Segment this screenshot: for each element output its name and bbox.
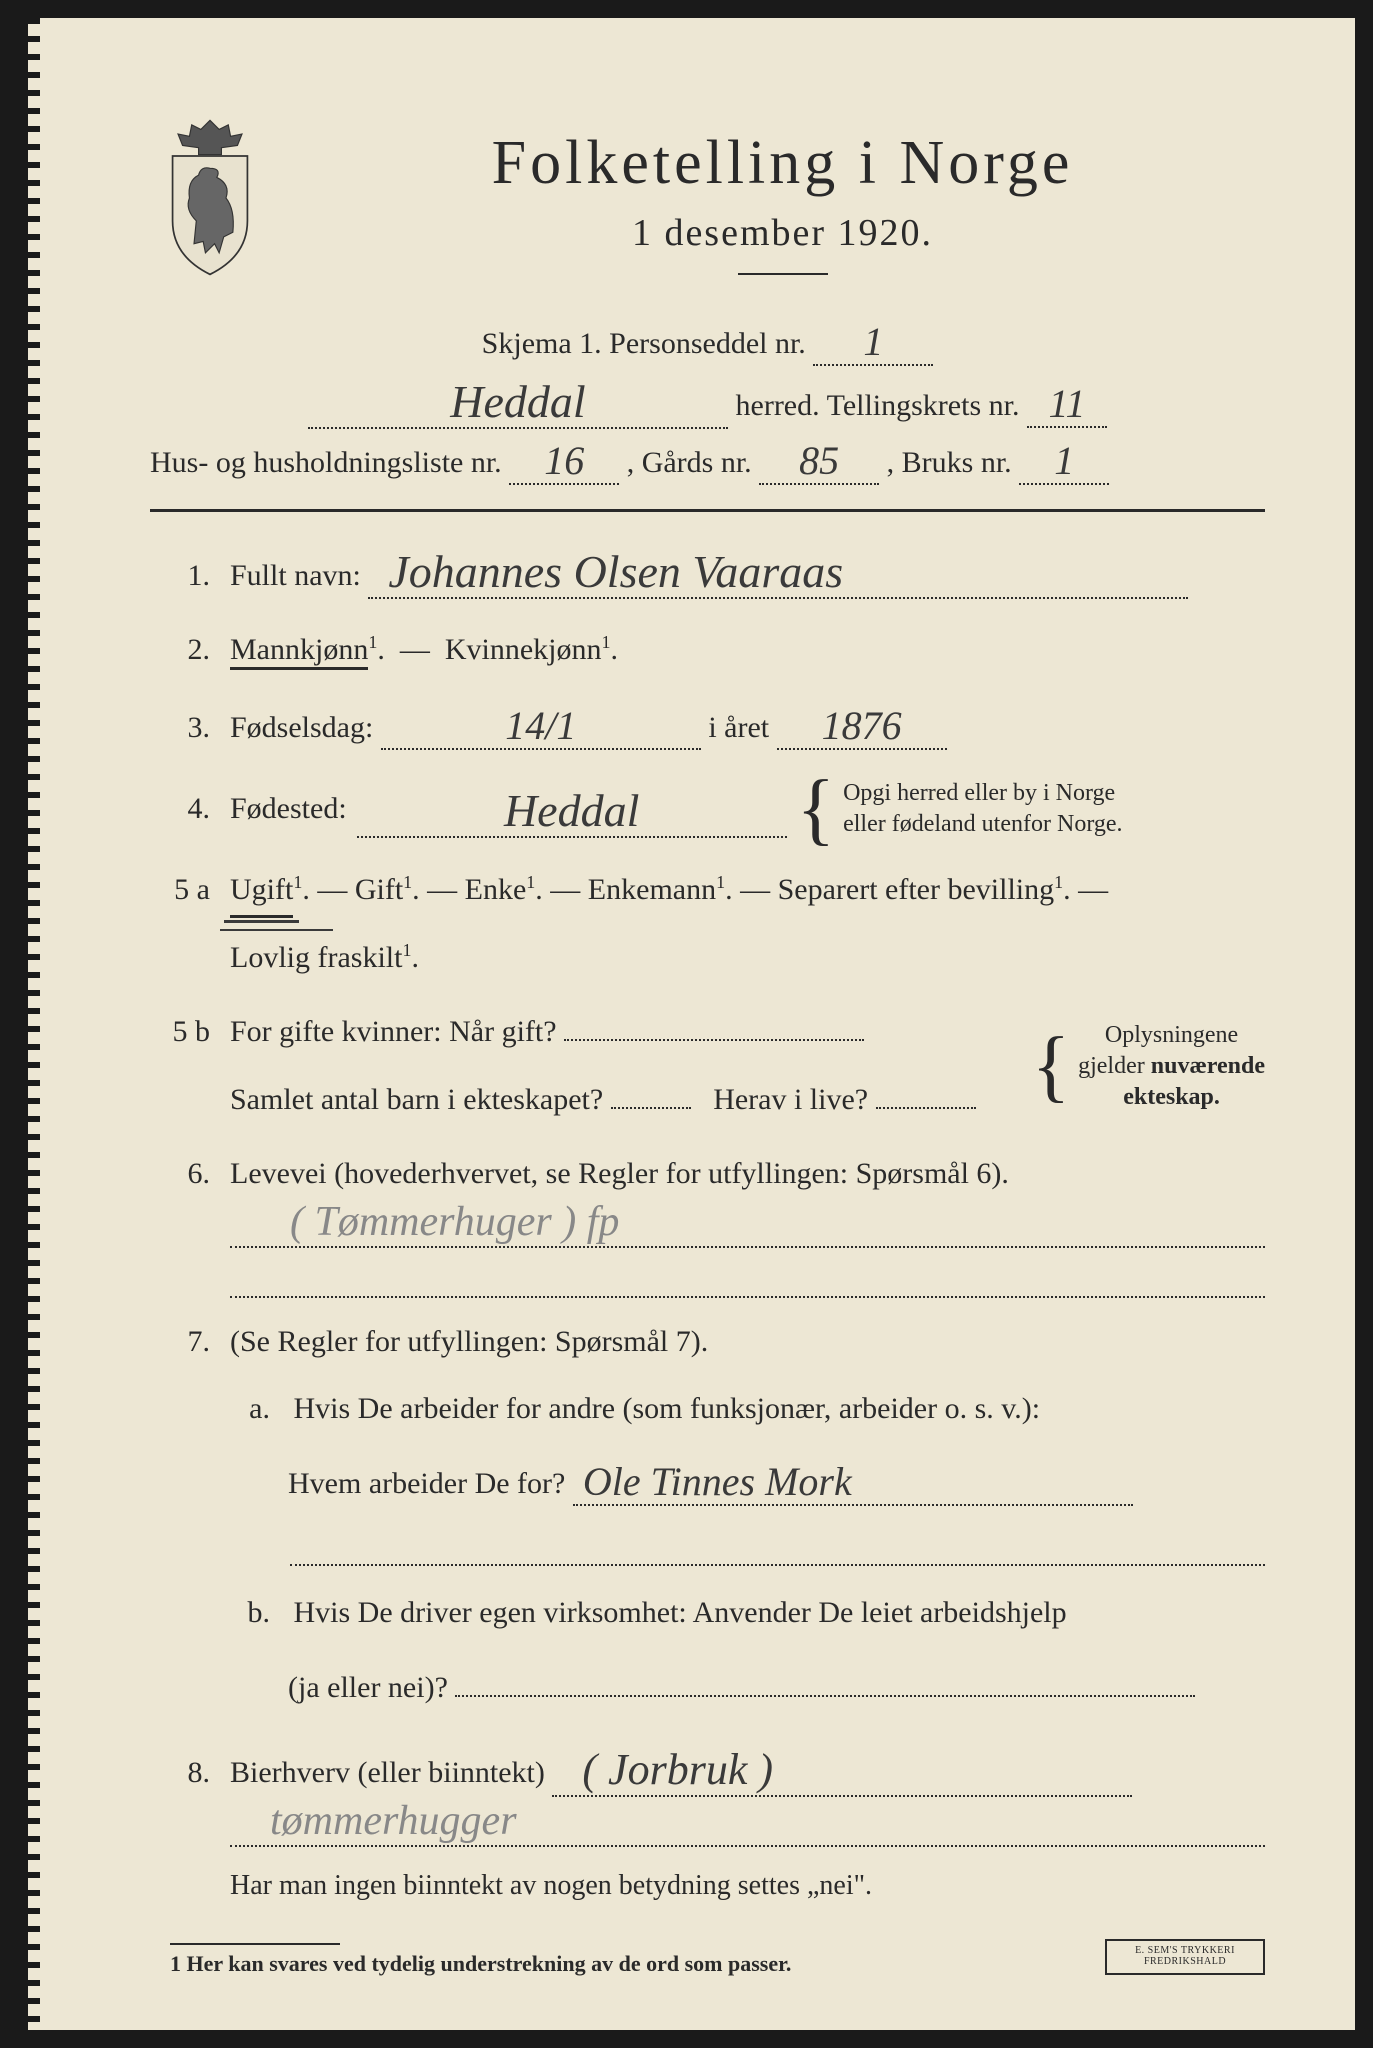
q5a-opt2: Enke xyxy=(465,873,527,906)
q5a-opt0: Ugift xyxy=(230,866,293,918)
q5b-num: 5 b xyxy=(150,1008,210,1056)
husliste-nr: 16 xyxy=(544,438,584,483)
herred-suffix: herred. Tellingskrets nr. xyxy=(736,389,1020,422)
q7a-letter: a. xyxy=(230,1380,270,1437)
q8-value2: tømmerhugger xyxy=(270,1797,517,1845)
q1-num: 1. xyxy=(150,552,210,600)
divider-1 xyxy=(150,509,1265,512)
q4-value: Heddal xyxy=(504,785,639,836)
q5a-row: 5 a Ugift1. — Gift1. — Enke1. — Enkemann… xyxy=(150,866,1265,982)
herred-line: Heddal herred. Tellingskrets nr. 11 xyxy=(150,372,1265,434)
q5a-opt3: Enkemann xyxy=(588,873,716,906)
q7b-letter: b. xyxy=(230,1584,270,1641)
q4-note2: eller fødeland utenfor Norge. xyxy=(843,809,1122,840)
q4-note1: Opgi herred eller by i Norge xyxy=(843,778,1122,809)
q8-tail: Har man ingen biinntekt av nogen betydni… xyxy=(230,1859,1265,1912)
printer-mark: E. SEM'S TRYKKERI FREDRIKSHALD xyxy=(1105,1939,1265,1975)
brace-icon-2: { xyxy=(1032,1046,1070,1086)
q7b-l2: (ja eller nei)? xyxy=(288,1671,448,1704)
q7a: a. Hvis De arbeider for andre (som funks… xyxy=(230,1380,1265,1512)
footnote-rule xyxy=(170,1943,340,1945)
bruks-nr: 1 xyxy=(1054,438,1074,483)
q3-year: 1876 xyxy=(822,703,902,748)
q3-label: Fødselsdag: xyxy=(230,711,373,744)
q8-value: ( Jorbruk ) xyxy=(582,1745,773,1794)
q7-label: (Se Regler for utfyllingen: Spørsmål 7). xyxy=(230,1325,708,1358)
schema-line: Skjema 1. Personseddel nr. 1 xyxy=(150,315,1265,372)
q2-opt2: Kvinnekjønn xyxy=(445,633,602,666)
q7a-value: Ole Tinnes Mork xyxy=(583,1459,852,1504)
q8-num: 8. xyxy=(150,1749,210,1797)
gards-nr: 85 xyxy=(799,438,839,483)
q3-num: 3. xyxy=(150,704,210,752)
q5b-row: 5 b For gifte kvinner: Når gift? Samlet … xyxy=(150,1008,1265,1124)
q7b-l1: Hvis De driver egen virksomhet: Anvender… xyxy=(294,1596,1067,1629)
q5a-line2: Lovlig fraskilt xyxy=(230,941,402,974)
coat-of-arms-icon xyxy=(150,118,270,278)
q1-row: 1. Fullt navn: Johannes Olsen Vaaraas xyxy=(150,542,1265,600)
perforated-edge xyxy=(28,18,40,2030)
schema-label: Skjema 1. Personseddel nr. xyxy=(482,327,806,360)
q5a-opt4: Separert efter bevilling xyxy=(778,873,1055,906)
herred-name: Heddal xyxy=(450,376,585,427)
q6-blank-line xyxy=(230,1258,1265,1298)
tellingskrets-nr: 11 xyxy=(1048,381,1085,426)
q7a-l2: Hvem arbeider De for? xyxy=(288,1467,565,1500)
q3-mid: i året xyxy=(708,711,769,744)
subtitle: 1 desember 1920. xyxy=(300,211,1265,255)
q2-opt1: Mannkjønn xyxy=(230,633,368,670)
q6-value: ( Tømmerhuger ) fp xyxy=(290,1198,619,1246)
q1-label: Fullt navn: xyxy=(230,559,361,592)
footnote: 1 Her kan svares ved tydelig understrekn… xyxy=(170,1951,1265,1977)
q6-row: 6. Levevei (hovederhvervet, se Regler fo… xyxy=(150,1150,1265,1198)
main-title: Folketelling i Norge xyxy=(300,128,1265,199)
q4-row: 4. Fødested: Heddal { Opgi herred eller … xyxy=(150,778,1265,840)
q2-num: 2. xyxy=(150,626,210,674)
q5a-num: 5 a xyxy=(150,866,210,914)
q5b-l1: For gifte kvinner: Når gift? xyxy=(230,1015,557,1048)
q7-num: 7. xyxy=(150,1318,210,1366)
gards-label: , Gårds nr. xyxy=(627,446,752,479)
header: Folketelling i Norge 1 desember 1920. xyxy=(150,118,1265,305)
q8-label: Bierhverv (eller biinntekt) xyxy=(230,1756,545,1789)
q1-value: Johannes Olsen Vaaraas xyxy=(388,546,843,597)
title-divider xyxy=(738,273,828,275)
husliste-line: Hus- og husholdningsliste nr. 16 , Gårds… xyxy=(150,434,1265,491)
q7a-blank xyxy=(290,1526,1265,1566)
q7a-l1: Hvis De arbeider for andre (som funksjon… xyxy=(294,1392,1041,1425)
husliste-label: Hus- og husholdningsliste nr. xyxy=(150,446,502,479)
q3-row: 3. Fødselsdag: 14/1 i året 1876 xyxy=(150,700,1265,752)
q4-label: Fødested: xyxy=(230,785,347,833)
document-page: Folketelling i Norge 1 desember 1920. Sk… xyxy=(40,18,1355,2030)
bruks-label: , Bruks nr. xyxy=(887,446,1012,479)
q7b: b. Hvis De driver egen virksomhet: Anven… xyxy=(230,1584,1265,1716)
q5b-note3: ekteskap. xyxy=(1078,1082,1265,1113)
q5b-note2: gjelder nuværende xyxy=(1078,1051,1265,1082)
q7-row: 7. (Se Regler for utfyllingen: Spørsmål … xyxy=(150,1318,1265,1366)
q5b-l2b: Herav i live? xyxy=(713,1083,868,1116)
q6-label: Levevei (hovederhvervet, se Regler for u… xyxy=(230,1157,1009,1190)
q3-day: 14/1 xyxy=(505,703,576,748)
q5a-opt1: Gift xyxy=(355,873,403,906)
q8-value2-line: tømmerhugger xyxy=(230,1803,1265,1847)
q2-row: 2. Mannkjønn1. — Kvinnekjønn1. xyxy=(150,626,1265,674)
q6-value-line: ( Tømmerhuger ) fp xyxy=(230,1204,1265,1248)
brace-icon: { xyxy=(797,789,835,829)
q8-row: 8. Bierhverv (eller biinntekt) ( Jorbruk… xyxy=(150,1742,1265,1797)
q5b-l2a: Samlet antal barn i ekteskapet? xyxy=(230,1083,603,1116)
q2-dash: — xyxy=(400,633,430,666)
q5b-note1: Oplysningene xyxy=(1078,1020,1265,1051)
personseddel-nr: 1 xyxy=(863,319,883,364)
q6-num: 6. xyxy=(150,1150,210,1198)
q4-num: 4. xyxy=(150,785,210,833)
